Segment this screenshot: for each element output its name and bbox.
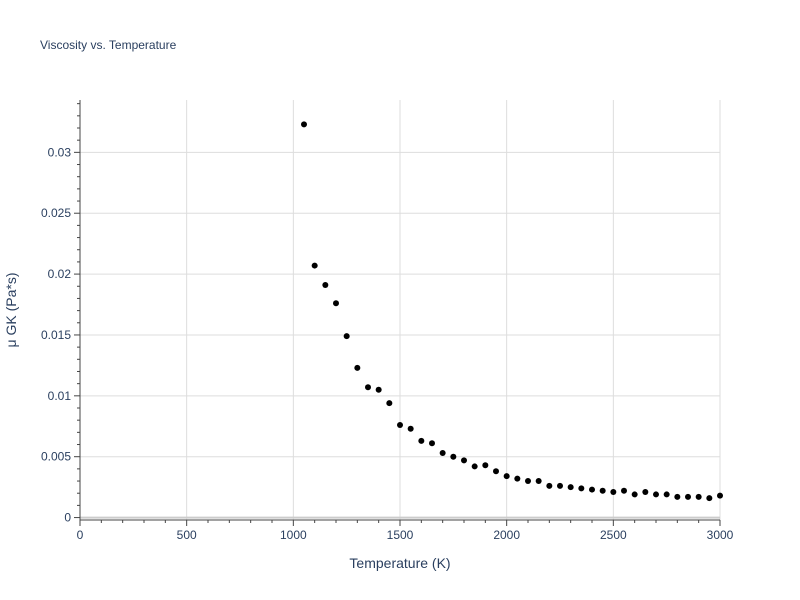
data-point [610, 489, 617, 495]
data-point [685, 493, 691, 500]
data-point [706, 495, 713, 502]
data-point [407, 425, 414, 432]
y-tick-label: 0.01 [48, 389, 72, 403]
data-point [439, 450, 446, 457]
x-tick-label: 3000 [707, 528, 734, 542]
data-point [695, 493, 702, 500]
data-point [482, 462, 489, 469]
data-points [301, 121, 723, 502]
x-axis-title: Temperature (K) [349, 555, 450, 571]
data-point [674, 493, 681, 500]
data-point [567, 484, 574, 491]
data-point [535, 478, 542, 485]
chart-title: Viscosity vs. Temperature [40, 38, 177, 52]
data-point [631, 491, 638, 498]
data-point [429, 440, 435, 447]
data-point [578, 485, 585, 492]
data-point [525, 478, 531, 485]
x-tick-label: 500 [177, 528, 197, 542]
data-point [514, 475, 521, 482]
x-tick-label: 2500 [600, 528, 627, 542]
data-point [450, 453, 457, 460]
data-point [471, 463, 478, 470]
data-point [375, 386, 382, 393]
x-tick-label: 1500 [387, 528, 414, 542]
y-tick-label: 0 [64, 511, 71, 525]
x-tick-label: 2000 [493, 528, 520, 542]
data-point [503, 473, 510, 480]
data-point [717, 492, 723, 499]
data-point [365, 384, 371, 391]
data-point [418, 437, 425, 444]
data-point [301, 121, 307, 128]
data-point [621, 487, 627, 494]
y-tick-label: 0.03 [48, 145, 72, 159]
data-point [354, 364, 361, 371]
axes: 0 500 1000 1500 2000 2500 3000 0 0.005 0.01 0.015 0… [41, 100, 734, 542]
data-point [546, 482, 553, 489]
data-point [493, 468, 499, 475]
y-tick-label: 0.02 [48, 267, 72, 281]
grid [80, 100, 721, 520]
data-point [461, 457, 467, 464]
x-tick-label: 1000 [280, 528, 307, 542]
data-point [642, 489, 649, 495]
data-point [663, 491, 670, 498]
data-point [653, 491, 659, 498]
y-axis-title: μ GK (Pa*s) [3, 273, 19, 348]
data-point [599, 487, 606, 494]
data-point [397, 422, 403, 429]
data-point [311, 262, 318, 269]
data-point [589, 486, 595, 493]
y-tick-label: 0.025 [41, 206, 71, 220]
data-point [343, 333, 350, 340]
data-point [322, 282, 329, 289]
data-point [557, 482, 563, 489]
y-tick-label: 0.005 [41, 450, 71, 464]
x-tick-label: 0 [77, 528, 84, 542]
y-tick-label: 0.015 [41, 328, 71, 342]
data-point [333, 300, 339, 307]
data-point [386, 400, 393, 407]
